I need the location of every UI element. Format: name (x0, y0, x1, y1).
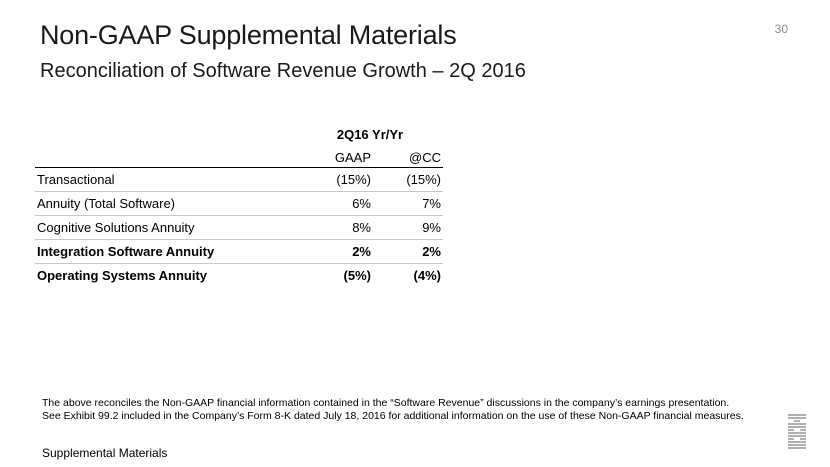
column-header-cc: @CC (409, 150, 441, 165)
ibm-logo (788, 414, 806, 449)
table-row: Transactional (15%) (15%) (35, 168, 443, 192)
footnote-line-1: The above reconciles the Non-GAAP financ… (42, 397, 730, 409)
table-row: Integration Software Annuity 2% 2% (35, 240, 443, 264)
row-gaap-value: (15%) (336, 172, 371, 187)
page-title: Non-GAAP Supplemental Materials (40, 20, 457, 50)
row-gaap-value: 8% (352, 220, 371, 235)
row-cc-value: (15%) (406, 172, 441, 187)
table-header-blank (35, 145, 306, 168)
row-label: Annuity (Total Software) (37, 196, 176, 211)
row-label: Transactional (37, 172, 115, 187)
table-row: Cognitive Solutions Annuity 8% 9% (35, 216, 443, 240)
row-cc-value: 2% (422, 244, 441, 259)
table-row: Annuity (Total Software) 6% 7% (35, 192, 443, 216)
row-label: Operating Systems Annuity (37, 268, 207, 283)
row-label: Integration Software Annuity (37, 244, 215, 259)
page-subtitle: Reconciliation of Software Revenue Growt… (40, 60, 526, 82)
footnote-line-2: See Exhibit 99.2 included in the Company… (42, 410, 744, 422)
row-cc-value: (4%) (413, 268, 441, 283)
footer-label: Supplemental Materials (42, 446, 168, 460)
page-number: 30 (774, 22, 788, 36)
column-header-gaap: GAAP (334, 150, 371, 165)
row-cc-value: 7% (422, 196, 441, 211)
row-gaap-value: 6% (352, 196, 371, 211)
reconciliation-table: GAAP @CC Transactional (15%) (15%) Annui… (35, 145, 443, 287)
row-cc-value: 9% (422, 220, 441, 235)
footnote: The above reconciles the Non-GAAP financ… (42, 397, 762, 423)
row-gaap-value: 2% (352, 244, 371, 259)
column-group-header: 2Q16 Yr/Yr (336, 127, 404, 142)
row-gaap-value: (5%) (343, 268, 371, 283)
table-row: Operating Systems Annuity (5%) (4%) (35, 264, 443, 288)
row-label: Cognitive Solutions Annuity (37, 220, 195, 235)
table-header-row: GAAP @CC (35, 145, 443, 168)
